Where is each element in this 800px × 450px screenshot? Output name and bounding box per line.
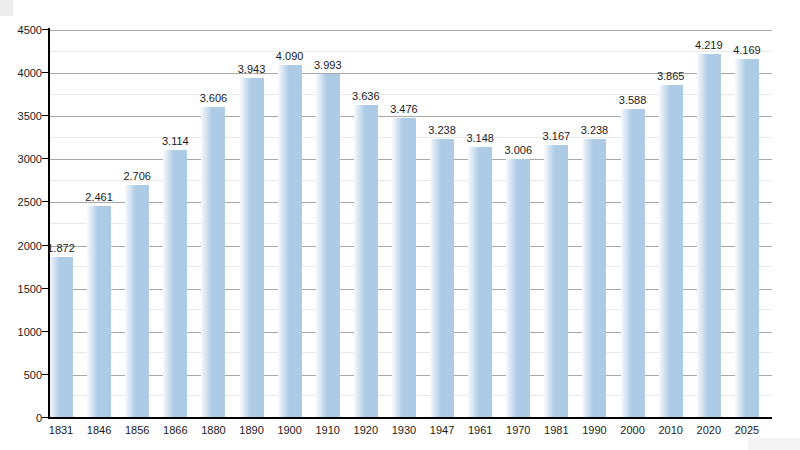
y-axis-tick [42,201,48,202]
x-tick-label: 1970 [506,424,530,436]
y-tick-label: 0 [36,413,42,424]
y-axis-tick [42,72,48,73]
bar [354,105,378,419]
y-axis-tick [42,288,48,289]
bar-value-label: 3.167 [543,130,571,142]
y-tick-label: 1000 [18,326,42,337]
bar-chart: 1.872 2.461 2.706 3.114 3.606 3.943 4.090 3.993… [0,0,800,450]
gridline-minor [48,51,772,52]
x-tick-label: 1930 [392,424,416,436]
y-axis-tick [42,374,48,375]
y-tick-label: 2500 [18,197,42,208]
bar-value-label: 3.865 [657,70,685,82]
bar [163,150,187,418]
x-tick-label: 2010 [658,424,682,436]
bar [430,139,454,418]
bar [125,185,149,418]
x-tick-label: 1981 [544,424,568,436]
bar-value-label: 3.993 [314,59,342,71]
x-tick-label: 1880 [201,424,225,436]
x-tick-label: 1846 [87,424,111,436]
bar [278,65,302,418]
y-axis-tick [42,115,48,116]
bar [659,85,683,418]
x-tick-label: 1890 [239,424,263,436]
bar-value-label: 3.588 [619,94,647,106]
y-tick-label: 4000 [18,68,42,79]
y-tick-label: 3500 [18,111,42,122]
gridline-major [48,30,772,31]
screenshot-root: 1.872 2.461 2.706 3.114 3.606 3.943 4.090 3.993… [0,0,800,450]
bar [697,54,721,418]
bar-value-label: 3.114 [162,135,189,147]
x-tick-label: 1961 [468,424,492,436]
x-tick-label: 1947 [430,424,454,436]
bar-value-label: 3.606 [200,92,228,104]
bar-value-label: 3.006 [504,144,532,156]
bar-value-label: 4.169 [733,44,761,56]
bar [316,74,340,418]
y-tick-label: 3000 [18,154,42,165]
bar-value-label: 3.476 [390,103,418,115]
x-tick-label: 1831 [49,424,73,436]
bar-value-label: 3.943 [238,63,266,75]
bar [735,59,759,418]
bar [506,159,530,418]
bar-value-label: 1.872 [47,242,75,254]
bar [49,257,73,418]
bar-value-label: 2.706 [123,170,151,182]
y-tick-label: 4500 [18,25,42,36]
x-tick-label: 2025 [735,424,759,436]
y-axis-line [48,28,50,419]
x-tick-label: 1910 [315,424,339,436]
plot-area: 1.872 2.461 2.706 3.114 3.606 3.943 4.090 3.993… [48,30,772,418]
screen-artifact-bottom-right [748,438,800,450]
y-axis-tick [42,29,48,30]
x-tick-label: 2000 [620,424,644,436]
x-tick-label: 2020 [697,424,721,436]
bar-value-label: 3.238 [581,124,609,136]
x-axis-line [48,417,772,419]
bar-value-label: 2.461 [85,191,113,203]
y-axis-tick [42,158,48,159]
x-tick-label: 1900 [277,424,301,436]
bar-value-label: 3.636 [352,90,380,102]
y-axis-tick [42,245,48,246]
x-tick-label: 1866 [163,424,187,436]
bar [201,107,225,418]
bar [87,206,111,418]
bar [544,145,568,418]
bar-value-label: 3.148 [466,132,494,144]
bar-value-label: 3.238 [428,124,456,136]
bar [582,139,606,418]
y-tick-label: 2000 [18,240,42,251]
bar [468,147,492,418]
bar [240,78,264,418]
x-tick-label: 1856 [125,424,149,436]
y-tick-label: 500 [24,369,42,380]
x-tick-label: 1990 [582,424,606,436]
x-tick-label: 1920 [354,424,378,436]
bar-value-label: 4.219 [695,39,723,51]
bar [392,118,416,418]
bar [621,109,645,418]
y-axis-tick [42,417,48,418]
y-tick-label: 1500 [18,283,42,294]
y-axis-tick [42,331,48,332]
bar-value-label: 4.090 [276,50,304,62]
